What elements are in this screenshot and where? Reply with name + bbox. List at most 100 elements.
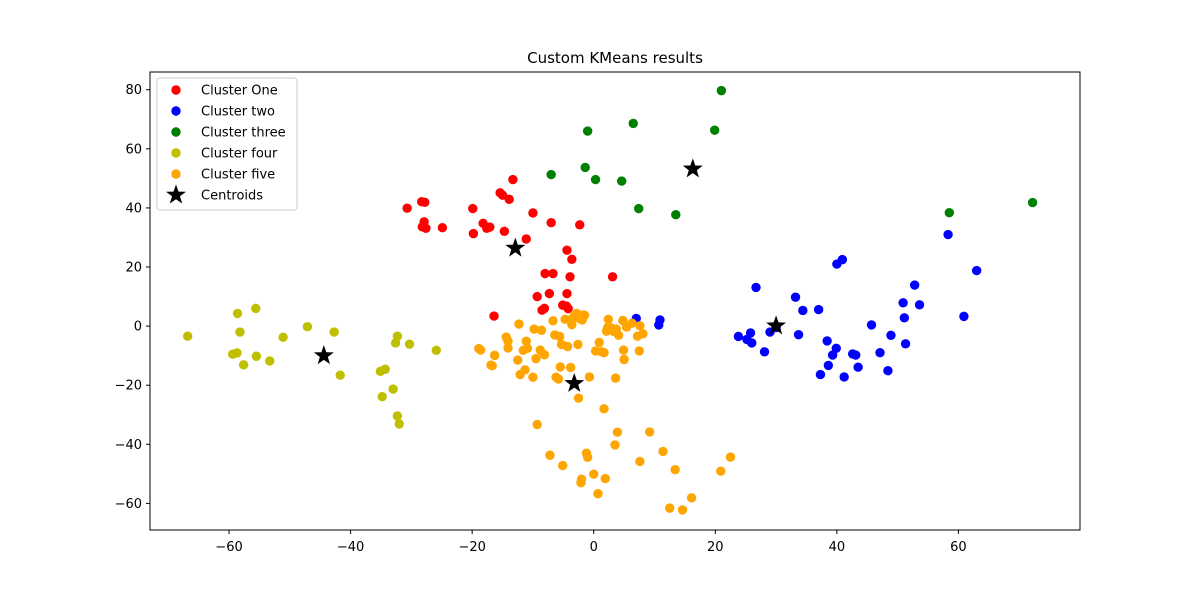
data-point (634, 203, 644, 214)
data-point (475, 345, 486, 355)
y-tick-label: 60 (125, 142, 142, 157)
data-point (733, 331, 744, 342)
data-point (548, 268, 558, 279)
data-point (468, 228, 479, 239)
data-point (944, 207, 955, 218)
centroid-marker (682, 158, 703, 178)
data-point (329, 327, 339, 337)
data-point (404, 339, 415, 349)
data-point (943, 229, 953, 240)
points-layer (182, 85, 1038, 515)
data-point (644, 427, 655, 437)
data-point (544, 288, 555, 299)
data-point (431, 345, 441, 356)
data-point (402, 203, 412, 213)
data-point (628, 118, 638, 129)
legend-marker (171, 127, 181, 137)
legend-marker (171, 148, 181, 158)
data-point (335, 370, 345, 380)
data-point (232, 348, 242, 358)
data-point (853, 362, 863, 372)
data-point (521, 234, 531, 244)
data-point (562, 245, 572, 255)
y-tick-label: −60 (115, 497, 142, 512)
data-point (528, 208, 538, 218)
data-point (603, 314, 614, 325)
data-point (576, 474, 587, 484)
data-point (392, 331, 403, 341)
data-point (658, 446, 668, 457)
legend: Cluster One Cluster two Cluster three Clust… (156, 77, 298, 211)
data-point (600, 473, 610, 484)
data-point (665, 503, 675, 513)
y-tick-label: 20 (125, 261, 142, 276)
data-point (238, 360, 249, 370)
data-point (875, 348, 885, 358)
data-point (182, 331, 193, 341)
data-point (886, 330, 896, 340)
legend-label: Cluster four (201, 147, 278, 162)
data-point (251, 351, 262, 361)
data-point (278, 332, 288, 343)
data-point (823, 360, 834, 371)
data-point (909, 280, 920, 290)
data-point (831, 343, 841, 353)
data-point (558, 460, 568, 471)
data-point (503, 336, 513, 346)
data-point (612, 427, 623, 437)
data-point (670, 465, 680, 475)
centroid-marker (564, 372, 585, 392)
data-point (813, 304, 824, 315)
legend-box (156, 77, 298, 211)
legend-label: Cluster three (201, 126, 286, 141)
data-point (539, 303, 550, 314)
axes-layer: −60 −40 −20 0 20 40 60 −60 −40 −20 0 20 40 60 80 (115, 83, 967, 555)
data-point (489, 350, 500, 361)
chart-title: Custom KMeans results (527, 49, 703, 67)
data-point (499, 226, 510, 236)
data-point (394, 419, 404, 429)
data-point (377, 392, 387, 402)
data-point (607, 272, 618, 282)
x-tick-label: −40 (337, 540, 364, 555)
data-point (529, 324, 539, 334)
data-point (610, 440, 620, 450)
y-tick-label: −40 (115, 438, 142, 453)
x-tick-label: 40 (829, 540, 846, 555)
data-point (555, 362, 565, 372)
data-point (590, 174, 601, 185)
data-point (686, 493, 697, 503)
data-point (580, 162, 590, 173)
data-point (485, 222, 495, 232)
data-point (489, 311, 499, 321)
data-point (265, 356, 275, 366)
centroid-marker (766, 315, 787, 335)
data-point (562, 341, 573, 352)
data-point (613, 330, 624, 340)
y-tick-label: 0 (134, 320, 142, 335)
data-point (618, 345, 629, 355)
data-point (627, 318, 637, 328)
data-point (487, 361, 497, 371)
data-point (822, 336, 832, 346)
data-point (560, 314, 570, 325)
x-tick-label: 0 (590, 540, 598, 555)
data-point (716, 85, 727, 96)
data-point (508, 174, 518, 185)
data-point (582, 452, 593, 463)
data-point (514, 319, 524, 329)
x-tick-label: 20 (707, 540, 724, 555)
data-point (235, 327, 245, 337)
data-point (594, 337, 604, 348)
data-point (798, 305, 808, 316)
data-point (747, 338, 757, 348)
x-tick-label: −60 (215, 540, 242, 555)
data-point (883, 366, 893, 376)
data-point (567, 254, 577, 265)
data-point (528, 372, 538, 382)
centroid-marker (313, 345, 334, 365)
data-point (573, 393, 584, 403)
data-point (540, 268, 550, 279)
centroid-marker (505, 237, 526, 257)
